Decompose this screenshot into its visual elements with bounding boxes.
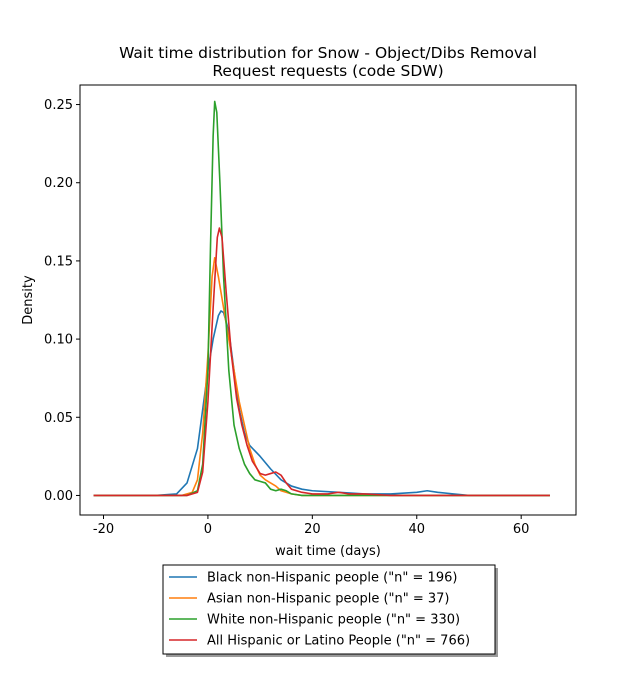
legend-entry-4: All Hispanic or Latino People ("n" = 766… <box>207 634 470 649</box>
legend-entry-2: Asian non-Hispanic people ("n" = 37) <box>207 592 450 607</box>
series-line-4 <box>93 227 550 497</box>
y-tick-label: 0.00 <box>44 489 73 504</box>
x-tick-label: 40 <box>408 522 425 537</box>
legend: Black non-Hispanic people ("n" = 196) Asi… <box>162 564 498 657</box>
x-tick-label: -20 <box>93 522 114 537</box>
x-tick-label: 0 <box>204 522 212 537</box>
chart-title-line-2: Request requests (code SDW) <box>212 62 443 80</box>
series-line-2 <box>93 256 550 497</box>
y-tick-label: 0.15 <box>44 254 73 269</box>
legend-entry-3: White non-Hispanic people ("n" = 330) <box>207 613 460 628</box>
chart-title-line-1: Wait time distribution for Snow - Object… <box>119 44 537 62</box>
series-layer <box>93 100 550 497</box>
x-axis-label: wait time (days) <box>275 544 381 559</box>
x-tick-label: 60 <box>513 522 530 537</box>
plot-area-frame <box>79 84 577 516</box>
series-line-3 <box>93 100 550 497</box>
y-tick-label: 0.10 <box>44 333 73 348</box>
y-tick-label: 0.25 <box>44 98 73 113</box>
chart-title: Wait time distribution for Snow - Object… <box>119 44 537 80</box>
y-axis-label: Density <box>21 275 36 325</box>
legend-box <box>162 564 496 655</box>
y-axis-ticks: 0.00 0.05 0.10 0.15 0.20 0.25 <box>44 98 80 504</box>
y-tick-label: 0.20 <box>44 176 73 191</box>
legend-entry-1: Black non-Hispanic people ("n" = 196) <box>207 571 457 586</box>
x-axis-ticks: -20 0 20 40 60 <box>93 515 530 537</box>
series-line-1 <box>93 310 550 497</box>
y-tick-label: 0.05 <box>44 411 73 426</box>
x-tick-label: 20 <box>304 522 321 537</box>
